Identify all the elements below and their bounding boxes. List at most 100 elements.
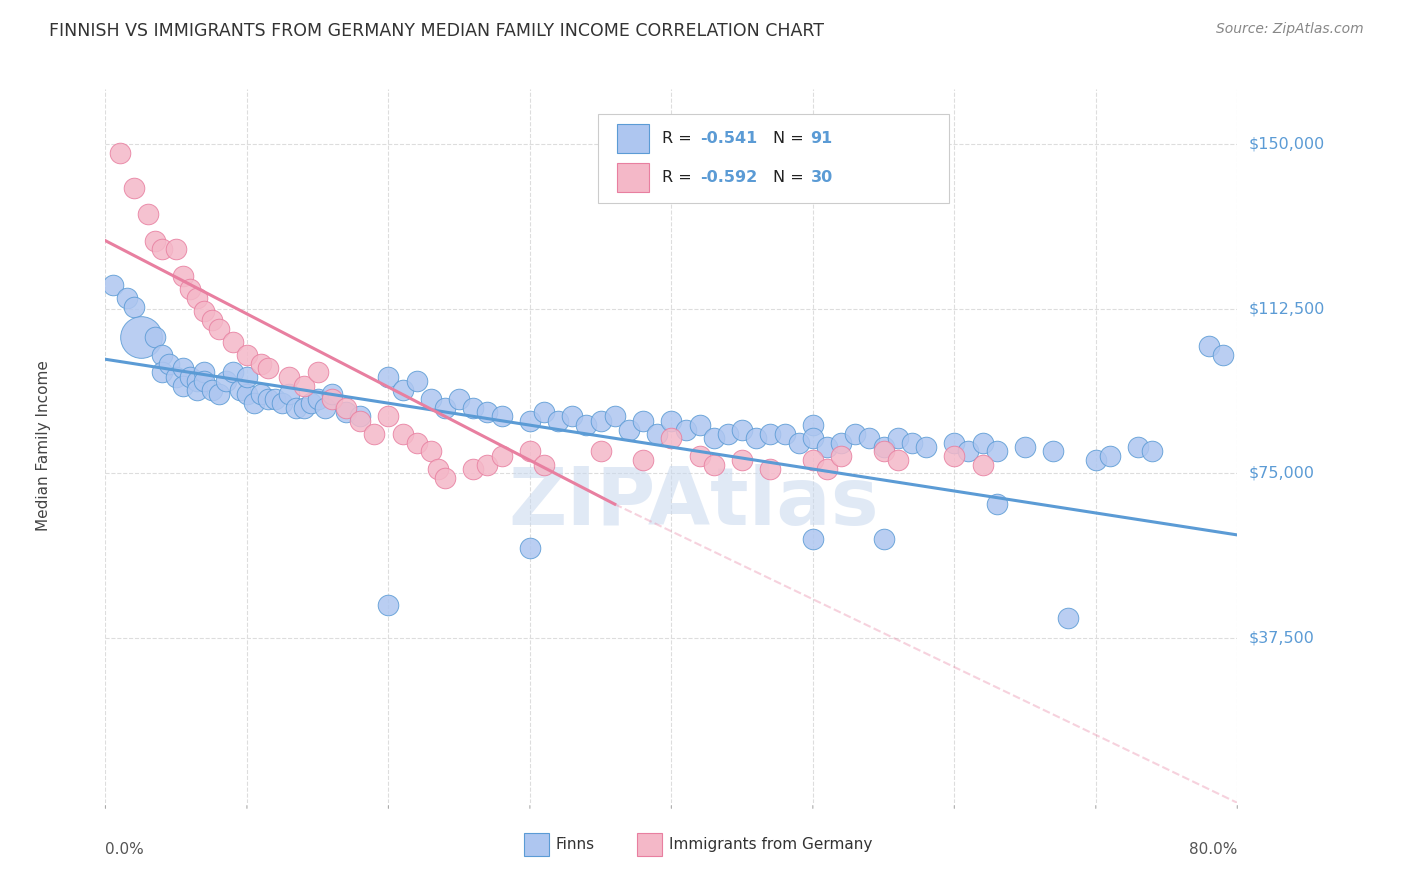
Point — [129, 330, 152, 344]
Point — [589, 444, 612, 458]
Point — [717, 426, 740, 441]
Point — [787, 435, 810, 450]
Point — [271, 396, 294, 410]
Point — [703, 431, 725, 445]
FancyBboxPatch shape — [637, 833, 662, 856]
Point — [617, 423, 640, 437]
Point — [519, 444, 541, 458]
Point — [631, 414, 654, 428]
Point — [547, 414, 569, 428]
Point — [405, 374, 427, 388]
Point — [193, 304, 215, 318]
Point — [122, 300, 145, 314]
Point — [801, 431, 824, 445]
Point — [172, 361, 194, 376]
Point — [349, 414, 371, 428]
Point — [200, 312, 222, 326]
Point — [321, 387, 343, 401]
Point — [689, 418, 711, 433]
Point — [405, 435, 427, 450]
Point — [278, 387, 301, 401]
Point — [391, 383, 413, 397]
Point — [136, 207, 159, 221]
Text: $75,000: $75,000 — [1249, 466, 1315, 481]
Point — [292, 378, 315, 392]
Point — [193, 366, 215, 380]
Point — [285, 401, 308, 415]
Text: 0.0%: 0.0% — [105, 842, 145, 857]
Point — [887, 453, 910, 467]
Point — [759, 462, 782, 476]
Point — [229, 383, 252, 397]
Point — [215, 374, 238, 388]
Point — [108, 145, 131, 160]
Text: N =: N = — [773, 131, 808, 146]
Point — [901, 435, 924, 450]
Point — [830, 435, 852, 450]
Point — [222, 334, 245, 349]
Point — [661, 414, 683, 428]
Point — [314, 401, 336, 415]
Point — [830, 449, 852, 463]
Point — [377, 598, 399, 612]
Point — [759, 426, 782, 441]
Point — [561, 409, 583, 424]
Text: N =: N = — [773, 169, 808, 185]
Text: $37,500: $37,500 — [1249, 631, 1315, 646]
Point — [200, 383, 222, 397]
Point — [1198, 339, 1220, 353]
Text: $112,500: $112,500 — [1249, 301, 1324, 317]
Point — [150, 243, 173, 257]
Text: 30: 30 — [811, 169, 832, 185]
Point — [157, 357, 180, 371]
FancyBboxPatch shape — [617, 163, 648, 192]
Point — [519, 541, 541, 555]
Point — [307, 366, 329, 380]
Text: Source: ZipAtlas.com: Source: ZipAtlas.com — [1216, 22, 1364, 37]
Point — [264, 392, 287, 406]
Point — [257, 392, 280, 406]
Point — [208, 387, 231, 401]
Point — [1042, 444, 1064, 458]
Point — [589, 414, 612, 428]
Point — [335, 401, 357, 415]
Point — [307, 392, 329, 406]
Point — [731, 423, 754, 437]
Text: Immigrants from Germany: Immigrants from Germany — [669, 838, 873, 853]
Point — [433, 401, 456, 415]
Point — [377, 369, 399, 384]
Text: ZIPAtlas: ZIPAtlas — [509, 464, 879, 542]
Point — [844, 426, 866, 441]
Point — [321, 392, 343, 406]
Point — [815, 440, 838, 454]
Point — [575, 418, 598, 433]
Point — [1128, 440, 1150, 454]
Point — [887, 431, 910, 445]
Point — [972, 458, 994, 472]
Point — [872, 533, 894, 547]
Point — [773, 426, 796, 441]
Point — [703, 458, 725, 472]
Text: -0.541: -0.541 — [700, 131, 756, 146]
Point — [165, 369, 187, 384]
Text: Median Family Income: Median Family Income — [35, 360, 51, 532]
Point — [689, 449, 711, 463]
Point — [872, 444, 894, 458]
Point — [179, 369, 201, 384]
Point — [172, 268, 194, 283]
Point — [257, 361, 280, 376]
Point — [986, 444, 1008, 458]
Text: $150,000: $150,000 — [1249, 136, 1324, 152]
Point — [675, 423, 697, 437]
Point — [243, 396, 266, 410]
Point — [533, 458, 555, 472]
Point — [208, 321, 231, 335]
Point — [250, 357, 273, 371]
Point — [731, 453, 754, 467]
Point — [872, 440, 894, 454]
Point — [101, 277, 124, 292]
Point — [986, 497, 1008, 511]
FancyBboxPatch shape — [617, 125, 648, 153]
Text: 91: 91 — [811, 131, 832, 146]
Point — [165, 243, 187, 257]
